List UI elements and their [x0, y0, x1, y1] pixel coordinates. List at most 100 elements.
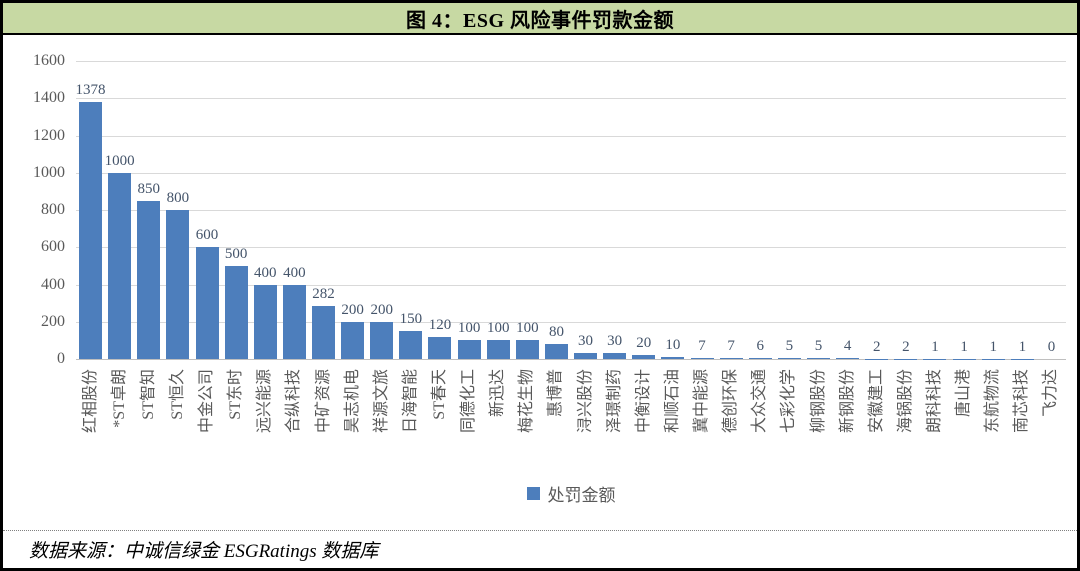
x-axis-category-label: 唐山港 [955, 369, 973, 418]
x-axis-category-label: 昊志机电 [343, 369, 361, 434]
bar [807, 358, 830, 359]
bar-value-label: 30 [607, 333, 623, 350]
x-axis-category-label: 祥源文旅 [372, 369, 390, 434]
bar [224, 265, 248, 359]
x-axis-line [76, 359, 1066, 360]
gridline [76, 172, 1066, 174]
x-axis-category-label: ST恒久 [168, 369, 186, 420]
x-axis-category-label: 新钢股份 [838, 369, 856, 434]
bar-value-label: 282 [312, 286, 335, 303]
bar-value-label: 200 [341, 301, 364, 318]
bar-value-label: 7 [727, 337, 735, 354]
y-axis-tick-label: 200 [41, 312, 65, 330]
bar-value-label: 120 [428, 316, 452, 333]
x-axis-category-label: ST东时 [227, 369, 245, 420]
bar [457, 340, 481, 359]
bar-value-label: 100 [457, 320, 481, 337]
y-axis-tick-label: 0 [57, 350, 65, 367]
y-axis-tick-label: 1200 [33, 126, 65, 144]
x-axis-category-label: 飞力达 [1042, 369, 1060, 418]
x-axis-category-label: 德创环保 [722, 369, 740, 434]
x-axis-category-label: 惠博普 [547, 369, 565, 418]
bar-value-label: 150 [399, 311, 423, 328]
legend: 处罚金额 [76, 481, 1066, 506]
figure-title: 图 4：ESG 风险事件罚款金额 [405, 9, 675, 32]
x-axis-category-label: 泽璟制药 [605, 369, 623, 434]
bar [632, 355, 656, 359]
bar-value-label: 7 [698, 337, 706, 354]
bar [195, 247, 219, 359]
x-axis-category-label: 东航物流 [984, 369, 1002, 434]
bar [836, 358, 860, 359]
plot-area: 0 200 400 600 800 1000 1200 1400 1600 1378 红相股份 100… [3, 35, 1077, 532]
x-axis-category-label: ST智知 [139, 369, 157, 420]
y-axis-tick-label: 400 [41, 275, 65, 293]
bar-value-label: 2 [902, 338, 910, 355]
bar-value-label: 100 [486, 320, 510, 337]
bar-value-label: 1000 [104, 152, 135, 169]
y-axis-tick-label: 800 [41, 201, 65, 218]
bar-value-label: 800 [166, 190, 190, 206]
source-note: 数据来源：中诚信绿金 ESGRatings 数据库 [29, 541, 379, 562]
x-axis-category-label: 南芯科技 [1013, 369, 1031, 434]
x-axis-category-label: 中金公司 [198, 369, 216, 434]
bar [253, 284, 277, 359]
bar [166, 210, 190, 359]
bar-value-label: 6 [756, 337, 765, 354]
x-axis-category-label: 朗科科技 [925, 369, 943, 434]
bar [661, 357, 685, 359]
y-axis-tick-label: 1400 [33, 89, 65, 107]
bar-value-label: 1 [931, 338, 939, 355]
bar [341, 321, 365, 359]
bar [428, 336, 452, 359]
bar [312, 306, 335, 359]
x-axis-category-label: 安徽建工 [867, 369, 885, 434]
bar-value-label: 1 [989, 338, 997, 355]
figure-footer: 数据来源：中诚信绿金 ESGRatings 数据库 [3, 530, 1077, 568]
bar-value-label: 1 [960, 338, 968, 355]
bar [399, 331, 423, 359]
bar-value-label: 400 [283, 264, 306, 281]
y-axis-tick-label: 600 [41, 238, 65, 256]
gridline [76, 284, 1066, 286]
bar-value-label: 5 [814, 338, 823, 355]
x-axis-category-label: 和顺石油 [663, 369, 681, 434]
bar [282, 284, 306, 359]
bar [690, 357, 714, 359]
bar-value-label: 400 [254, 264, 277, 281]
x-axis-category-label: 中矿资源 [314, 369, 332, 434]
x-axis-category-label: 日海智能 [401, 369, 419, 434]
y-axis-tick-label: 1000 [33, 163, 65, 181]
gridline [76, 135, 1066, 137]
bar-value-label: 20 [636, 335, 652, 352]
bar-value-label: 0 [1047, 339, 1056, 355]
bar [574, 353, 598, 359]
x-axis-category-label: 同德化工 [460, 369, 478, 434]
bar [486, 340, 510, 359]
x-axis-category-label: 海锅股份 [896, 369, 914, 434]
y-axis-tick-label: 1600 [33, 52, 65, 69]
bar [108, 172, 132, 359]
x-axis-category-label: 梅花生物 [518, 369, 536, 434]
x-axis-category-label: 合纵科技 [285, 369, 303, 434]
figure-title-bar: 图 4：ESG 风险事件罚款金额 [3, 3, 1077, 35]
x-axis-category-label: 远兴能源 [256, 369, 274, 434]
x-axis-category-label: 新迅达 [489, 369, 507, 418]
bar-value-label: 10 [665, 337, 681, 354]
legend-label: 处罚金额 [547, 486, 616, 505]
bar-value-label: 30 [578, 333, 594, 350]
bar [137, 200, 161, 359]
x-axis-category-label: 浔兴股份 [576, 369, 594, 434]
bar [748, 357, 772, 359]
gridline [76, 61, 1066, 62]
x-axis-category-label: 七彩化学 [780, 369, 798, 434]
gridline [76, 210, 1066, 211]
bar [777, 358, 801, 359]
bar [603, 353, 627, 359]
bar [370, 321, 394, 359]
bar-value-label: 1378 [75, 82, 106, 99]
bar [544, 344, 568, 359]
bar [79, 102, 103, 359]
bar-value-label: 500 [224, 245, 248, 262]
